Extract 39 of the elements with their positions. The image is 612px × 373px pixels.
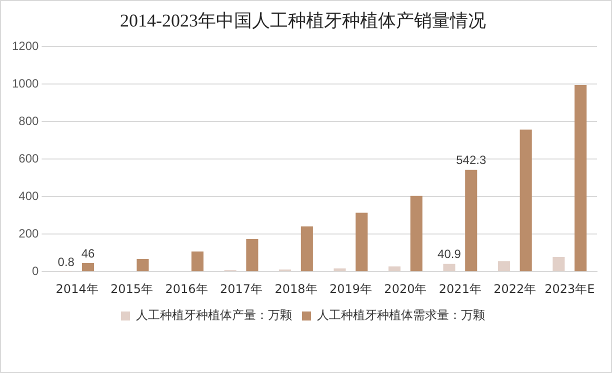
bar <box>246 238 258 272</box>
bar <box>82 262 94 272</box>
y-tick-label: 1000 <box>12 76 40 90</box>
bar <box>465 170 478 272</box>
x-tick-label: 2016年 <box>165 282 208 296</box>
data-label: 542.3 <box>456 153 486 168</box>
data-label: 40.9 <box>438 247 462 262</box>
bar <box>552 256 565 272</box>
legend-label: 人工种植牙种植体需求量：万颗 <box>317 308 485 322</box>
x-tick-label: 2023年E <box>544 282 595 296</box>
chart-title: 2014-2023年中国人工种植牙种植体产销量情况 <box>120 10 486 31</box>
bar <box>410 196 422 272</box>
bar <box>191 252 204 272</box>
x-tick-label: 2014年 <box>56 282 98 296</box>
y-tick-label: 1200 <box>12 38 40 53</box>
y-tick-label: 0 <box>32 264 40 278</box>
x-tick-label: 2022年 <box>494 282 536 296</box>
bar <box>443 264 456 272</box>
x-tick-label: 2015年 <box>110 282 154 296</box>
y-tick-label: 400 <box>18 188 40 203</box>
data-label: 0.8 <box>58 254 75 269</box>
legend-label: 人工种植牙种植体产量：万颗 <box>136 308 292 322</box>
y-tick-label: 800 <box>18 114 40 128</box>
bar <box>136 259 149 272</box>
bar <box>356 212 368 272</box>
x-tick-label: 2020年 <box>384 282 427 296</box>
x-tick-label: 2019年 <box>329 282 372 296</box>
x-tick-label: 2018年 <box>274 282 318 296</box>
bar <box>498 261 510 272</box>
bar <box>300 226 313 272</box>
bar <box>334 268 346 272</box>
bar <box>388 266 401 272</box>
bar <box>574 85 587 272</box>
x-tick-label: 2017年 <box>220 282 263 296</box>
y-tick-label: 600 <box>18 151 40 166</box>
y-tick-label: 200 <box>18 226 40 240</box>
data-label: 46 <box>81 246 95 260</box>
bar <box>520 130 532 272</box>
x-tick-label: 2021年 <box>438 282 482 296</box>
